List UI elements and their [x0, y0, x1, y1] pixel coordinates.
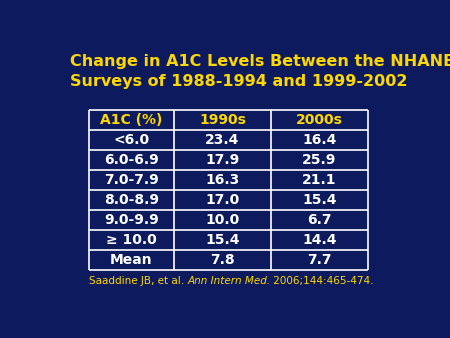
Text: 10.0: 10.0 [205, 213, 239, 227]
Text: 17.0: 17.0 [205, 193, 239, 207]
Text: 2000s: 2000s [296, 113, 343, 127]
Text: 9.0-9.9: 9.0-9.9 [104, 213, 159, 227]
Text: 16.4: 16.4 [302, 133, 337, 147]
Text: 15.4: 15.4 [205, 233, 240, 247]
Text: Ann Intern Med.: Ann Intern Med. [187, 276, 270, 286]
Text: 7.8: 7.8 [210, 253, 235, 267]
Text: 15.4: 15.4 [302, 193, 337, 207]
Text: Saaddine JB, et al.: Saaddine JB, et al. [89, 276, 187, 286]
Text: 6.7: 6.7 [307, 213, 332, 227]
Text: 23.4: 23.4 [205, 133, 240, 147]
Text: 7.0-7.9: 7.0-7.9 [104, 173, 159, 187]
Text: 2006;144:465-474.: 2006;144:465-474. [270, 276, 374, 286]
Text: 14.4: 14.4 [302, 233, 337, 247]
Text: 25.9: 25.9 [302, 153, 337, 167]
Text: <6.0: <6.0 [113, 133, 149, 147]
Text: A1C (%): A1C (%) [100, 113, 162, 127]
Text: 1990s: 1990s [199, 113, 246, 127]
Text: ≥ 10.0: ≥ 10.0 [106, 233, 157, 247]
Text: 17.9: 17.9 [205, 153, 239, 167]
Text: Change in A1C Levels Between the NHANES
Surveys of 1988-1994 and 1999-2002: Change in A1C Levels Between the NHANES … [70, 54, 450, 89]
Text: 7.7: 7.7 [307, 253, 332, 267]
Text: 6.0-6.9: 6.0-6.9 [104, 153, 159, 167]
Text: Mean: Mean [110, 253, 153, 267]
Text: 21.1: 21.1 [302, 173, 337, 187]
Text: 16.3: 16.3 [205, 173, 239, 187]
Text: 8.0-8.9: 8.0-8.9 [104, 193, 159, 207]
